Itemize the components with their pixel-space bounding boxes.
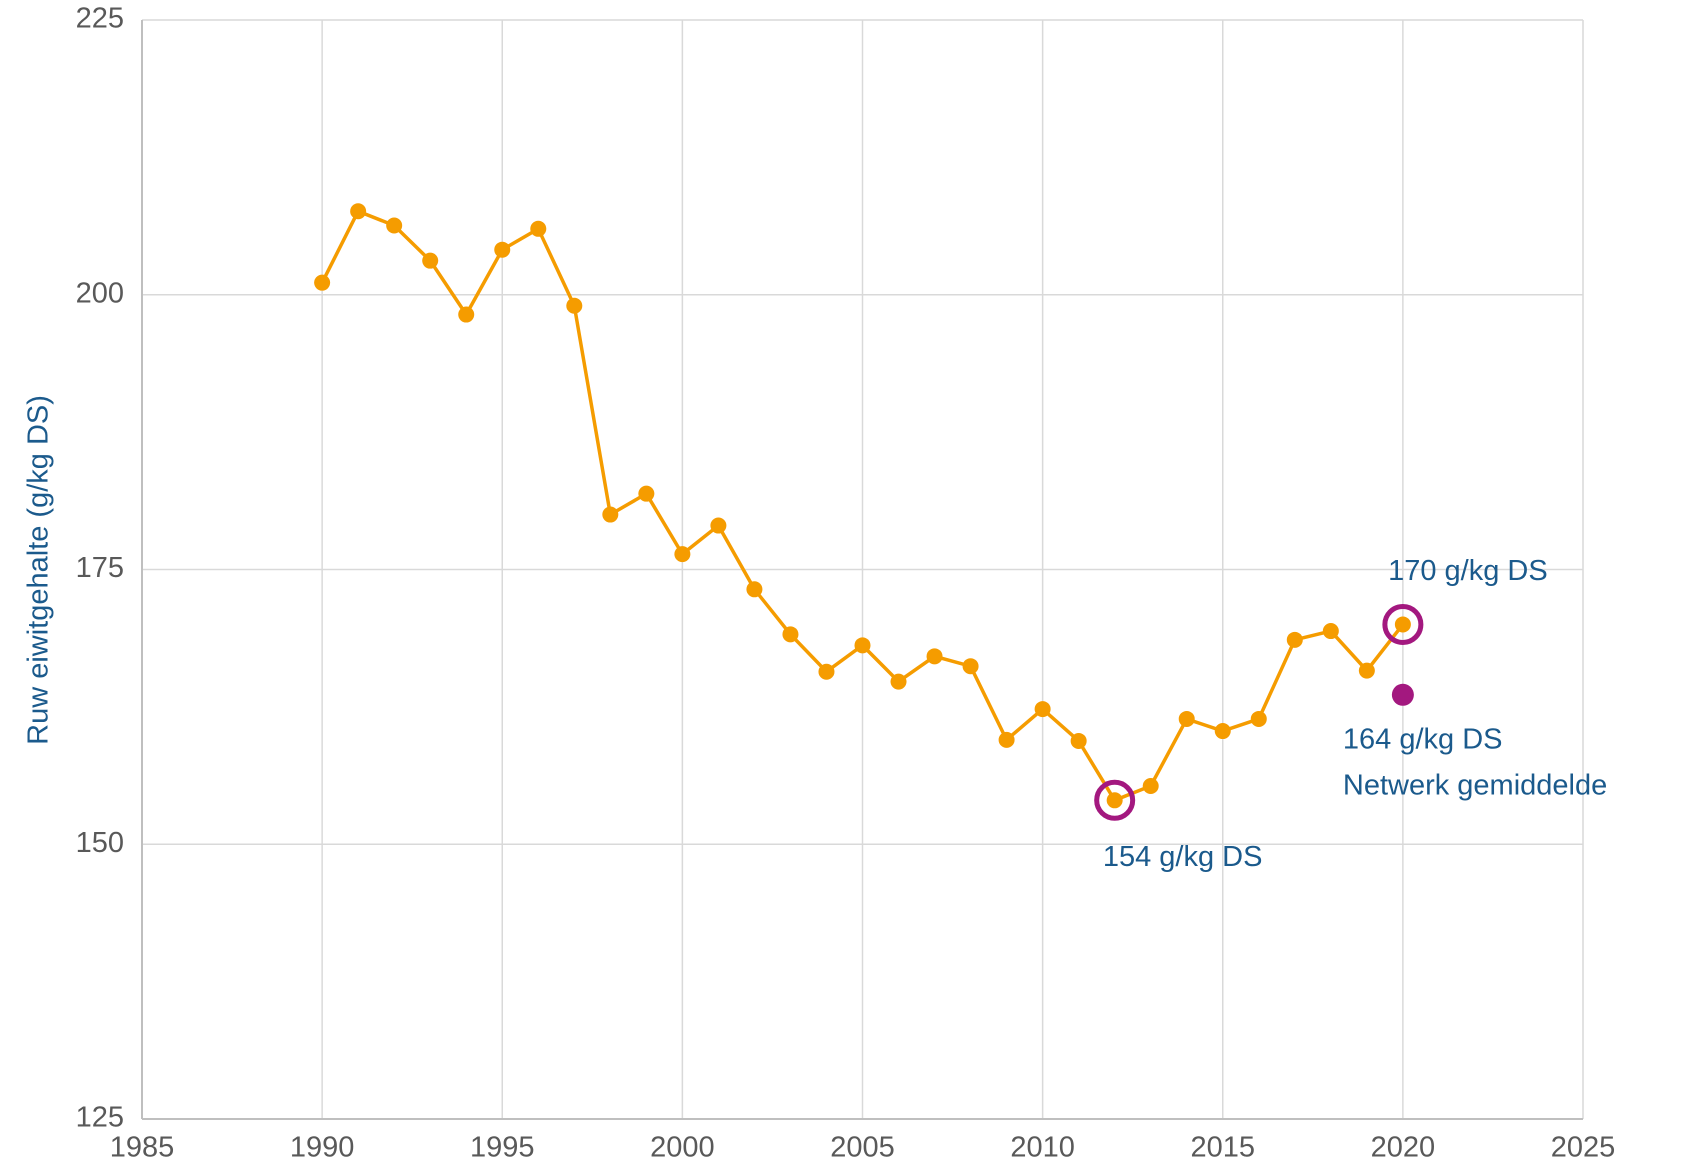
point bbox=[998, 731, 1015, 748]
point bbox=[1214, 723, 1231, 740]
point bbox=[1070, 732, 1087, 749]
point bbox=[746, 581, 763, 598]
point bbox=[890, 673, 907, 690]
point bbox=[602, 506, 619, 523]
point bbox=[962, 658, 979, 675]
point bbox=[782, 626, 799, 643]
data-label: 170 g/kg DS bbox=[1388, 555, 1548, 587]
point bbox=[458, 306, 475, 323]
point bbox=[530, 220, 547, 237]
point bbox=[314, 274, 331, 291]
x-tick-label: 1990 bbox=[290, 1132, 355, 1164]
point bbox=[566, 297, 583, 314]
point bbox=[1250, 710, 1267, 727]
point bbox=[1322, 623, 1339, 640]
point bbox=[350, 203, 367, 220]
point bbox=[1142, 778, 1159, 795]
point bbox=[494, 241, 511, 258]
highlight-ring bbox=[1382, 603, 1424, 645]
point bbox=[422, 252, 439, 269]
point bbox=[1286, 631, 1303, 648]
y-tick-label: 225 bbox=[76, 3, 124, 35]
point bbox=[818, 663, 835, 680]
point bbox=[674, 546, 691, 563]
point bbox=[710, 517, 727, 534]
x-tick-label: 2005 bbox=[830, 1132, 895, 1164]
x-tick-label: 2020 bbox=[1371, 1132, 1436, 1164]
x-tick-label: 2010 bbox=[1010, 1132, 1075, 1164]
data-label: 154 g/kg DS bbox=[1103, 841, 1263, 873]
x-tick-label: 2025 bbox=[1551, 1132, 1616, 1164]
x-tick-label: 1985 bbox=[110, 1132, 175, 1164]
x-tick-label: 1995 bbox=[470, 1132, 535, 1164]
series-label: Netwerk gemiddelde bbox=[1343, 769, 1607, 801]
highlight-ring bbox=[1094, 779, 1136, 821]
point bbox=[1358, 662, 1375, 679]
point bbox=[1178, 710, 1195, 727]
y-axis-label: Ruw eiwitgehalte (g/kg DS) bbox=[23, 395, 55, 745]
y-tick-label: 175 bbox=[76, 552, 124, 584]
point bbox=[1394, 616, 1411, 633]
point bbox=[1106, 792, 1123, 809]
y-tick-label: 150 bbox=[76, 827, 124, 859]
point bbox=[386, 217, 403, 234]
point bbox=[638, 485, 655, 502]
y-tick-label: 125 bbox=[76, 1102, 124, 1134]
y-tick-label: 200 bbox=[76, 277, 124, 309]
x-tick-label: 2015 bbox=[1190, 1132, 1255, 1164]
data-label: 164 g/kg DS bbox=[1343, 723, 1503, 755]
point bbox=[1034, 701, 1051, 718]
x-tick-label: 2000 bbox=[650, 1132, 715, 1164]
point bbox=[1391, 683, 1414, 706]
point bbox=[926, 648, 943, 665]
point bbox=[854, 637, 871, 654]
